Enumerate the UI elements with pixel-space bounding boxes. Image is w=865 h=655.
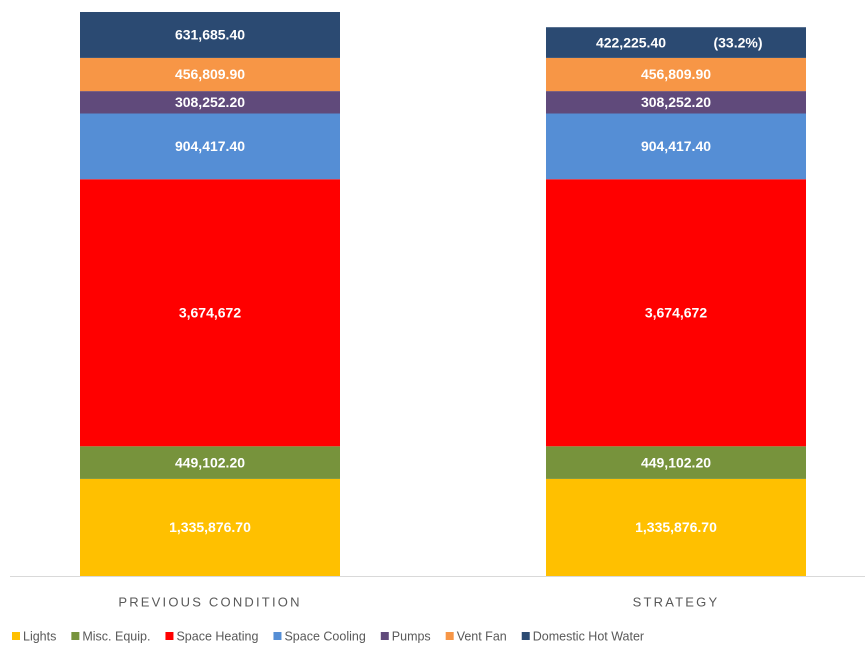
bar-segment (80, 113, 340, 180)
legend-swatch (380, 632, 389, 640)
legend-swatch (71, 632, 80, 640)
value-label: 631,685.40 (175, 27, 245, 43)
value-label: 1,335,876.70 (635, 519, 717, 535)
value-label: 904,417.40 (641, 138, 711, 154)
bar-segment (80, 179, 340, 447)
bar-segment (546, 27, 806, 58)
x-tick-label: PREVIOUS CONDITION (118, 594, 301, 609)
value-label: 422,225.40 (596, 34, 666, 50)
value-label: 1,335,876.70 (169, 519, 251, 535)
legend-label: Lights (23, 629, 56, 643)
bar-segment (80, 91, 340, 114)
legend-label: Space Heating (176, 629, 258, 643)
x-tick-label: STRATEGY (633, 594, 720, 609)
legend-label: Vent Fan (457, 629, 507, 643)
bar-segment (80, 478, 340, 576)
value-label: 308,252.20 (175, 94, 245, 110)
value-label: 308,252.20 (641, 94, 711, 110)
value-label: 449,102.20 (641, 454, 711, 470)
legend-swatch (273, 632, 282, 640)
value-label: 904,417.40 (175, 138, 245, 154)
bar-segment (80, 12, 340, 58)
bar-segment (546, 113, 806, 180)
legend-swatch (445, 632, 454, 640)
bar-segment (546, 478, 806, 576)
bar-segment (80, 57, 340, 92)
value-label: 3,674,672 (179, 304, 241, 320)
bar-segment (80, 446, 340, 479)
legend-label: Domestic Hot Water (533, 629, 644, 643)
legend-swatch (12, 632, 20, 640)
legend-label: Misc. Equip. (82, 629, 150, 643)
legend-label: Space Cooling (284, 629, 365, 643)
bar-segment (546, 179, 806, 447)
value-label: 3,674,672 (645, 304, 707, 320)
bar-segment (546, 91, 806, 114)
bar-segment (546, 446, 806, 479)
bar-segment (546, 57, 806, 92)
legend-swatch (521, 632, 530, 640)
annotation: (33.2%) (713, 34, 762, 50)
value-label: 456,809.90 (641, 66, 711, 82)
legend-label: Pumps (392, 629, 431, 643)
legend-swatch (165, 632, 174, 640)
value-label: 456,809.90 (175, 66, 245, 82)
value-label: 449,102.20 (175, 454, 245, 470)
